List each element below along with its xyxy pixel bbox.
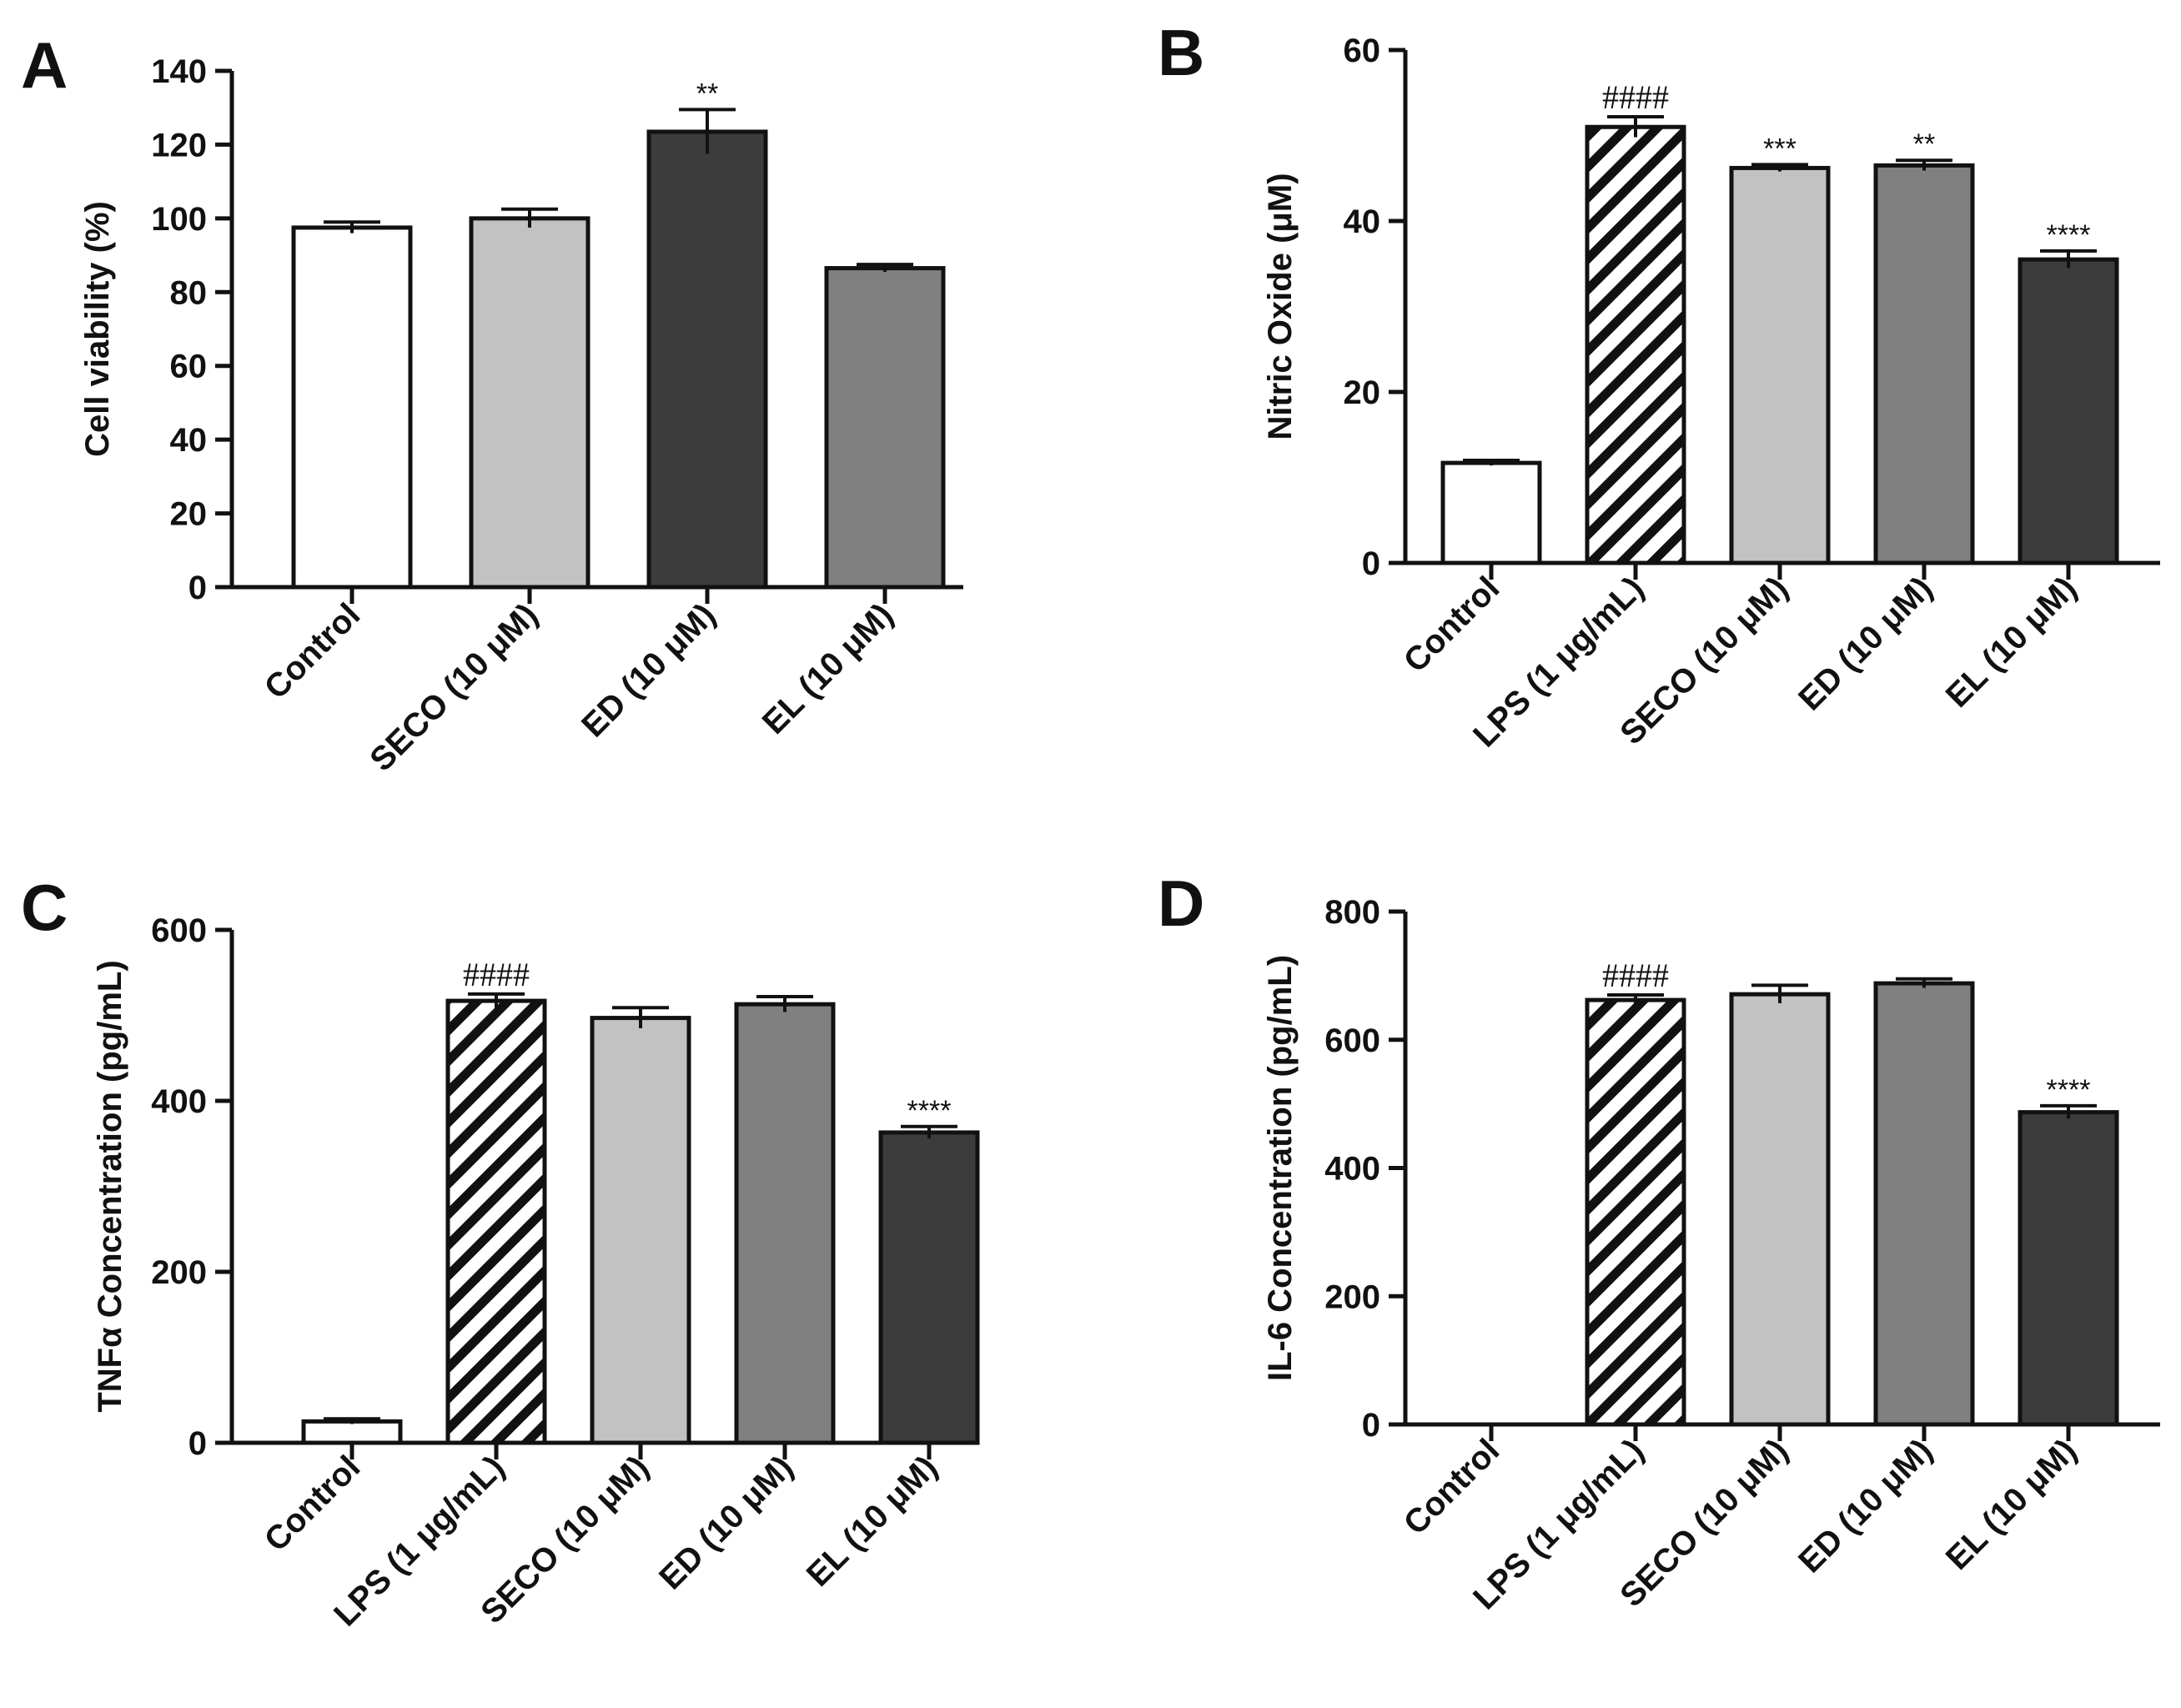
y-tick-label: 0 [1362,1407,1380,1444]
bar [646,129,768,590]
y-tick-label: 20 [170,496,208,533]
y-axis-title: Cell viability (%) [79,201,116,457]
y-tick-label: 120 [151,127,207,163]
y-tick-label: 40 [1344,203,1381,240]
x-category-label: EL (10 μM) [1939,1432,2084,1577]
bar [1729,992,1831,1427]
panel-label: B [1158,16,1204,89]
y-tick-label: 80 [170,274,208,311]
y-tick-label: 200 [151,1254,207,1291]
bar [878,1130,980,1445]
x-category-label: EL (10 μM) [1939,570,2084,715]
y-tick-label: 600 [151,912,207,949]
significance-label: **** [2047,219,2091,251]
y-tick-label: 60 [1344,33,1381,69]
bar [445,998,547,1445]
x-category-label: ED (10 μM) [1792,1432,1939,1580]
y-tick-label: 40 [170,422,208,459]
bar [291,225,413,590]
y-tick-label: 400 [1324,1151,1380,1188]
bar [2018,1110,2119,1427]
significance-label: **** [2047,1074,2091,1106]
bar [1729,165,1831,565]
significance-label: ** [1913,128,1935,160]
y-axis-title: Nitric Oxide (μM) [1262,173,1299,440]
panel-label: C [21,871,68,944]
x-category-label: ED (10 μM) [652,1449,800,1596]
significance-label: #### [1602,78,1669,116]
panel-c: C 0 200 400 600 TNFα Concentration (pg/mL) Con… [21,871,980,1634]
bar [590,1016,691,1445]
bar [1585,997,1686,1427]
y-tick-label: 20 [1344,374,1381,411]
y-axis-title: IL-6 Concentration (pg/mL) [1262,955,1299,1381]
significance-label: #### [463,956,530,993]
significance-label: *** [1763,133,1797,164]
y-tick-label: 0 [188,570,207,606]
bar [734,1002,836,1445]
y-tick-label: 100 [151,201,207,238]
x-category-label: EL (10 μM) [800,1449,945,1594]
x-category-label: Control [1397,1432,1507,1542]
bar [1873,163,1975,565]
y-tick-label: 60 [170,349,208,385]
x-category-label: Control [1397,570,1507,680]
panel-label: A [21,28,68,102]
panel-a: A 0 20 40 60 80 100 120 140 Cell viability (%) Con… [21,28,963,778]
bar [1440,460,1542,565]
significance-label: #### [1602,957,1669,994]
y-tick-label: 0 [188,1425,207,1462]
y-tick-label: 140 [151,53,207,90]
x-category-label: ED (10 μM) [1792,570,1939,717]
y-axis-title: TNFα Concentration (pg/mL) [92,960,128,1412]
y-tick-label: 0 [1362,545,1380,582]
x-category-label: ED (10 μM) [575,596,722,744]
bar [469,216,590,590]
x-category-label: Control [258,1449,368,1559]
y-tick-label: 600 [1324,1022,1380,1059]
significance-label: ** [696,78,718,109]
bar [1585,124,1686,565]
bar [1873,981,1975,1427]
bar [301,1419,403,1445]
panel-label: D [1158,867,1204,940]
y-tick-label: 200 [1324,1278,1380,1315]
y-tick-label: 400 [151,1083,207,1120]
x-category-label: EL (10 μM) [756,596,901,741]
panel-d: D 0 200 400 600 800 IL-6 Concentration (pg/mL)… [1158,867,2160,1617]
x-category-label: Control [258,596,368,706]
y-tick-label: 800 [1324,894,1380,931]
bar [2018,257,2119,565]
x-category-label: SECO (10 μM) [363,596,545,778]
significance-label: **** [907,1095,952,1127]
bar [824,266,946,590]
